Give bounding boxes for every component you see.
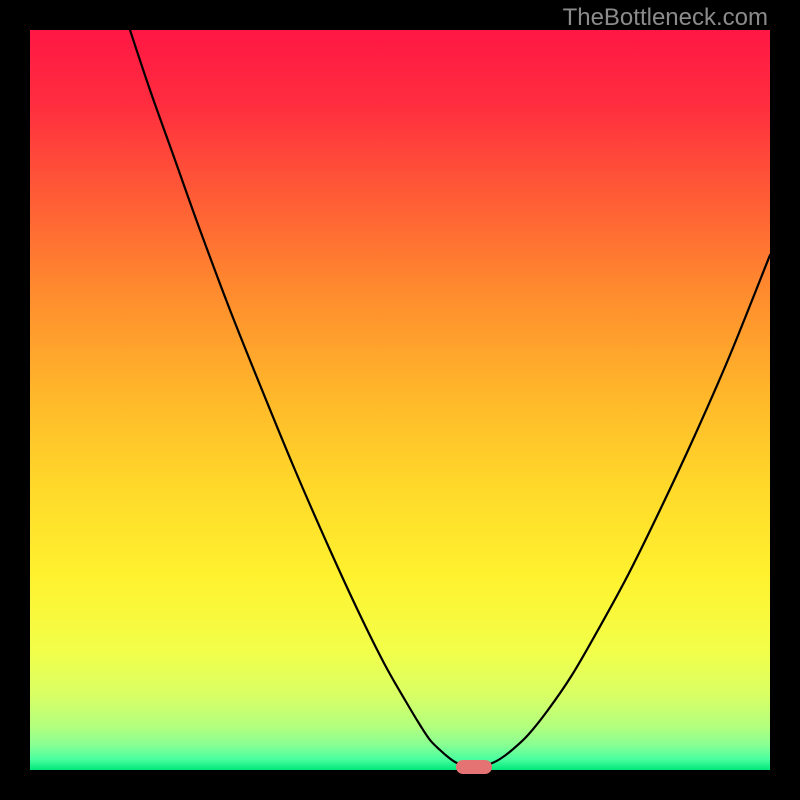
curve-layer xyxy=(30,30,770,770)
plot-area xyxy=(30,30,770,770)
watermark-text: TheBottleneck.com xyxy=(563,4,768,32)
minimum-marker xyxy=(456,760,492,774)
chart-frame: TheBottleneck.com xyxy=(0,0,800,800)
bottleneck-curve xyxy=(130,30,770,767)
